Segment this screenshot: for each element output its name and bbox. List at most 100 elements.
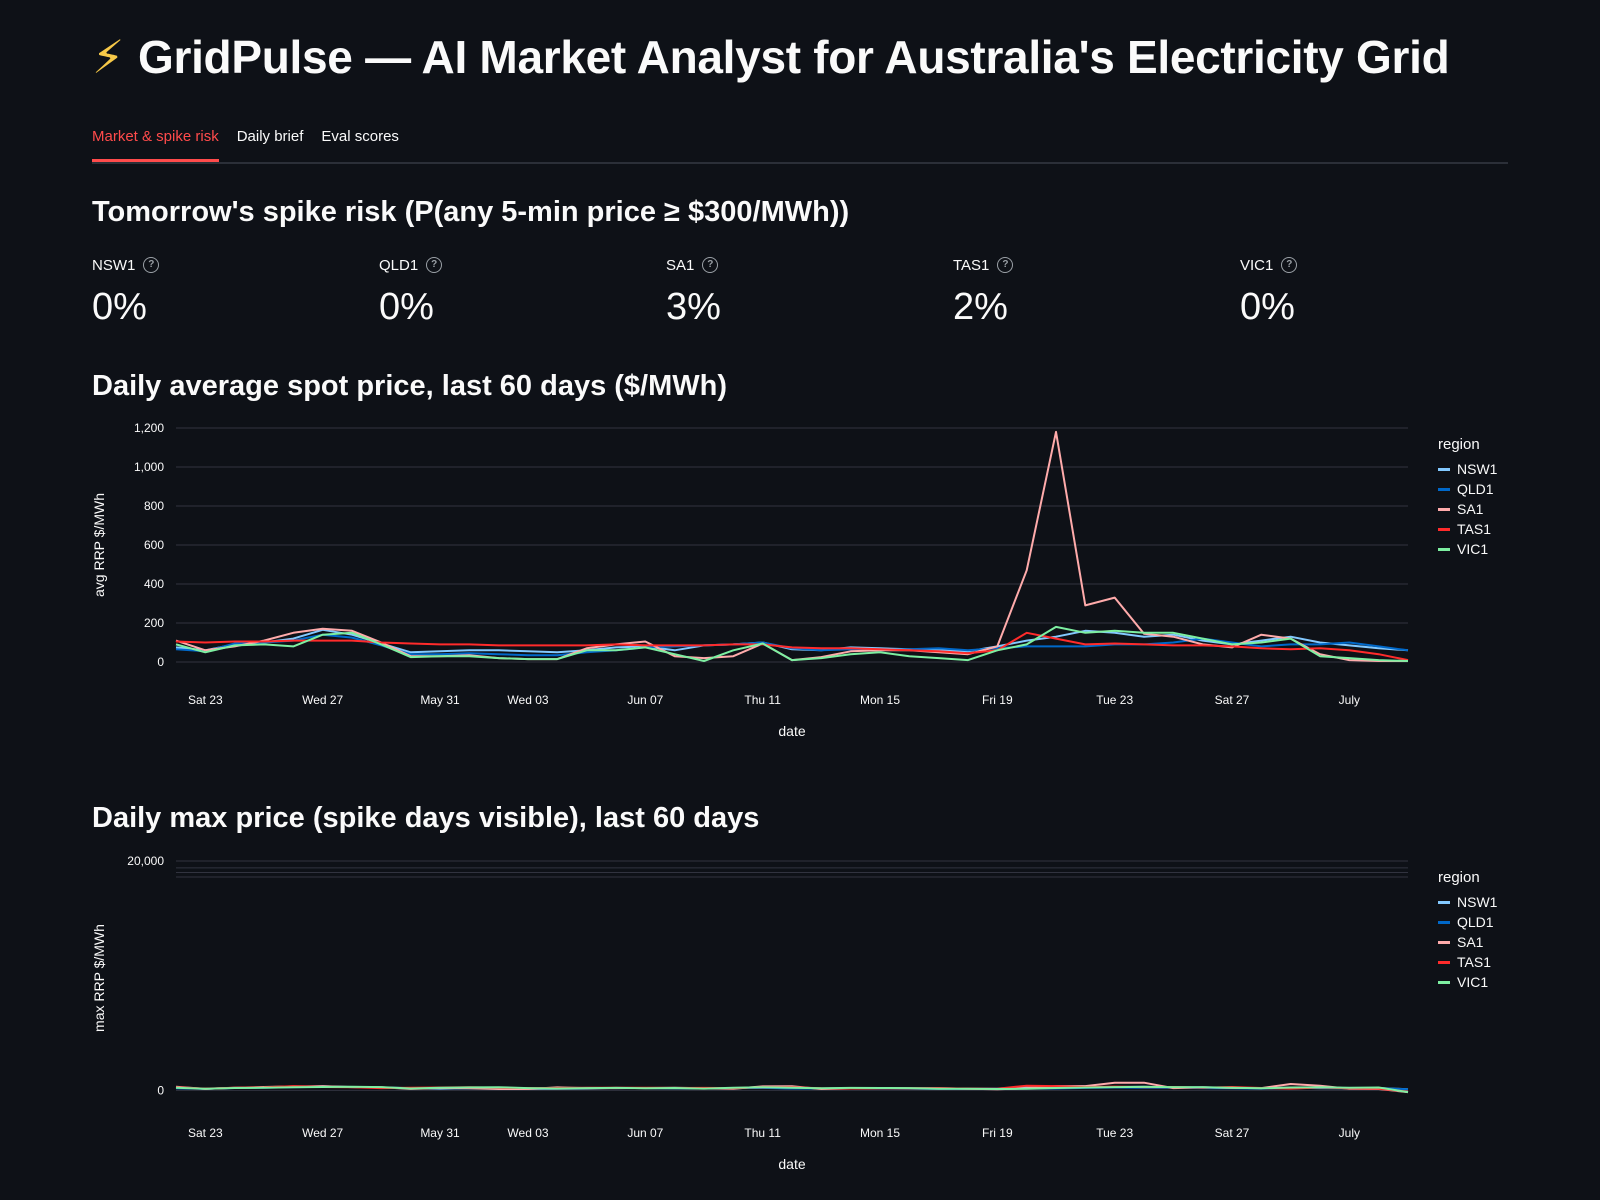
tab-daily-brief[interactable]: Daily brief — [236, 128, 304, 145]
legend-item-qld1[interactable]: QLD1 — [1438, 912, 1497, 932]
legend-swatch — [1438, 487, 1450, 491]
x-tick-label: July — [1339, 693, 1360, 707]
legend-title: region — [1438, 869, 1480, 886]
y-tick-label: 800 — [144, 499, 164, 513]
y-tick-label: 0 — [157, 655, 164, 669]
legend-label: VIC1 — [1457, 541, 1489, 557]
legend-label: QLD1 — [1457, 481, 1494, 497]
x-tick-label: Sat 27 — [1215, 693, 1250, 707]
metric-value: 0% — [92, 286, 147, 328]
legend-label: VIC1 — [1457, 974, 1489, 990]
legend-swatch — [1438, 980, 1450, 984]
avg-price-chart[interactable]: 0 200 400 600 800 1,000 1,200 Sat 23 Wed 27 May 3… — [0, 410, 1600, 750]
y-tick-label: 1,200 — [134, 421, 164, 435]
legend-label: SA1 — [1457, 501, 1484, 517]
legend-label: SA1 — [1457, 934, 1484, 950]
metric-nsw1: NSW1? 0% — [92, 254, 352, 329]
metric-sa1: SA1? 3% — [666, 254, 926, 329]
legend-item-vic1[interactable]: VIC1 — [1438, 539, 1497, 559]
x-tick-label: Sat 23 — [188, 1126, 223, 1140]
legend-item-qld1[interactable]: QLD1 — [1438, 479, 1497, 499]
series-line-tas1 — [175, 631, 1409, 662]
x-tick-label: Jun 07 — [627, 693, 663, 707]
max-price-chart[interactable]: 0 20,000 Sat 23 Wed 27 May 31 Wed 03 Jun 07 Thu… — [0, 843, 1600, 1183]
legend-swatch — [1438, 467, 1450, 471]
x-tick-label: Wed 27 — [302, 1126, 343, 1140]
x-axis-title: date — [778, 1156, 805, 1172]
metric-value: 3% — [666, 286, 721, 328]
x-tick-label: July — [1339, 1126, 1360, 1140]
legend-item-nsw1[interactable]: NSW1 — [1438, 459, 1497, 479]
tab-bar: Market & spike risk Daily brief Eval sco… — [92, 120, 1508, 164]
metric-value: 0% — [379, 286, 434, 328]
x-tick-label: Wed 03 — [507, 693, 548, 707]
y-axis-title: avg RRP $/MWh — [91, 493, 107, 597]
metric-label: TAS1 — [953, 256, 990, 274]
help-icon[interactable]: ? — [426, 257, 443, 273]
legend-label: QLD1 — [1457, 914, 1494, 930]
help-icon[interactable]: ? — [1281, 257, 1298, 273]
legend-item-sa1[interactable]: SA1 — [1438, 499, 1497, 519]
series-line-vic1 — [175, 1085, 1409, 1094]
series-line-vic1 — [175, 625, 1409, 662]
legend-label: NSW1 — [1457, 461, 1498, 477]
legend-item-nsw1[interactable]: NSW1 — [1438, 892, 1497, 912]
legend-label: TAS1 — [1457, 954, 1491, 970]
y-tick-label: 200 — [144, 616, 164, 630]
x-tick-label: Tue 23 — [1096, 693, 1133, 707]
y-tick-label: 400 — [144, 577, 164, 591]
metric-label: SA1 — [666, 256, 695, 274]
legend-item-vic1[interactable]: VIC1 — [1438, 972, 1497, 992]
avg-price-legend: region NSW1 QLD1 SA1 TAS1 VIC1 — [1438, 436, 1497, 559]
metric-value: 2% — [953, 286, 1008, 328]
legend-label: TAS1 — [1457, 521, 1491, 537]
x-tick-label: Fri 19 — [982, 693, 1013, 707]
spike-risk-metrics: NSW1? 0% QLD1? 0% SA1? 3% TAS1? 2% VIC1?… — [92, 254, 1528, 334]
spike-risk-heading: Tomorrow's spike risk (P(any 5-min price… — [92, 196, 850, 228]
help-icon[interactable]: ? — [143, 257, 160, 273]
max-price-heading: Daily max price (spike days visible), la… — [92, 802, 760, 834]
max-price-legend: region NSW1 QLD1 SA1 TAS1 VIC1 — [1438, 869, 1497, 992]
avg-price-heading: Daily average spot price, last 60 days (… — [92, 370, 728, 402]
x-tick-label: Mon 15 — [860, 1126, 900, 1140]
tab-market-spike-risk[interactable]: Market & spike risk — [92, 120, 219, 162]
legend-item-sa1[interactable]: SA1 — [1438, 932, 1497, 952]
series-line-sa1 — [175, 430, 1408, 662]
y-tick-label: 600 — [144, 538, 164, 552]
legend-swatch — [1438, 547, 1450, 551]
app-title-text: GridPulse — AI Market Analyst for Austra… — [138, 31, 1450, 83]
x-tick-label: Wed 27 — [302, 693, 343, 707]
lightning-bolt-icon: ⚡ — [92, 31, 124, 83]
x-tick-label: May 31 — [420, 1126, 460, 1140]
y-tick-label: 1,000 — [134, 460, 164, 474]
legend-swatch — [1438, 940, 1450, 944]
x-tick-label: Mon 15 — [860, 693, 900, 707]
metric-value: 0% — [1240, 286, 1295, 328]
x-tick-label: Fri 19 — [982, 1126, 1013, 1140]
metric-tas1: TAS1? 2% — [953, 254, 1213, 329]
x-tick-label: Sat 27 — [1215, 1126, 1250, 1140]
help-icon[interactable]: ? — [702, 257, 719, 273]
legend-swatch — [1438, 507, 1450, 511]
legend-swatch — [1438, 527, 1450, 531]
x-tick-label: Sat 23 — [188, 693, 223, 707]
metric-vic1: VIC1? 0% — [1240, 254, 1500, 329]
x-tick-label: Thu 11 — [744, 1126, 781, 1140]
y-axis-title: max RRP $/MWh — [91, 924, 107, 1032]
legend-item-tas1[interactable]: TAS1 — [1438, 952, 1497, 972]
legend-swatch — [1438, 900, 1450, 904]
app-title: ⚡ GridPulse — AI Market Analyst for Austr… — [92, 30, 1450, 84]
x-tick-label: Thu 11 — [744, 693, 781, 707]
x-tick-label: Tue 23 — [1096, 1126, 1133, 1140]
y-tick-label: 20,000 — [127, 854, 164, 868]
legend-swatch — [1438, 920, 1450, 924]
x-tick-label: Wed 03 — [507, 1126, 548, 1140]
metric-qld1: QLD1? 0% — [379, 254, 639, 329]
legend-swatch — [1438, 960, 1450, 964]
x-tick-label: Jun 07 — [627, 1126, 663, 1140]
legend-title: region — [1438, 436, 1480, 453]
tab-eval-scores[interactable]: Eval scores — [321, 128, 399, 145]
help-icon[interactable]: ? — [997, 257, 1014, 273]
x-axis-title: date — [778, 723, 805, 739]
legend-item-tas1[interactable]: TAS1 — [1438, 519, 1497, 539]
